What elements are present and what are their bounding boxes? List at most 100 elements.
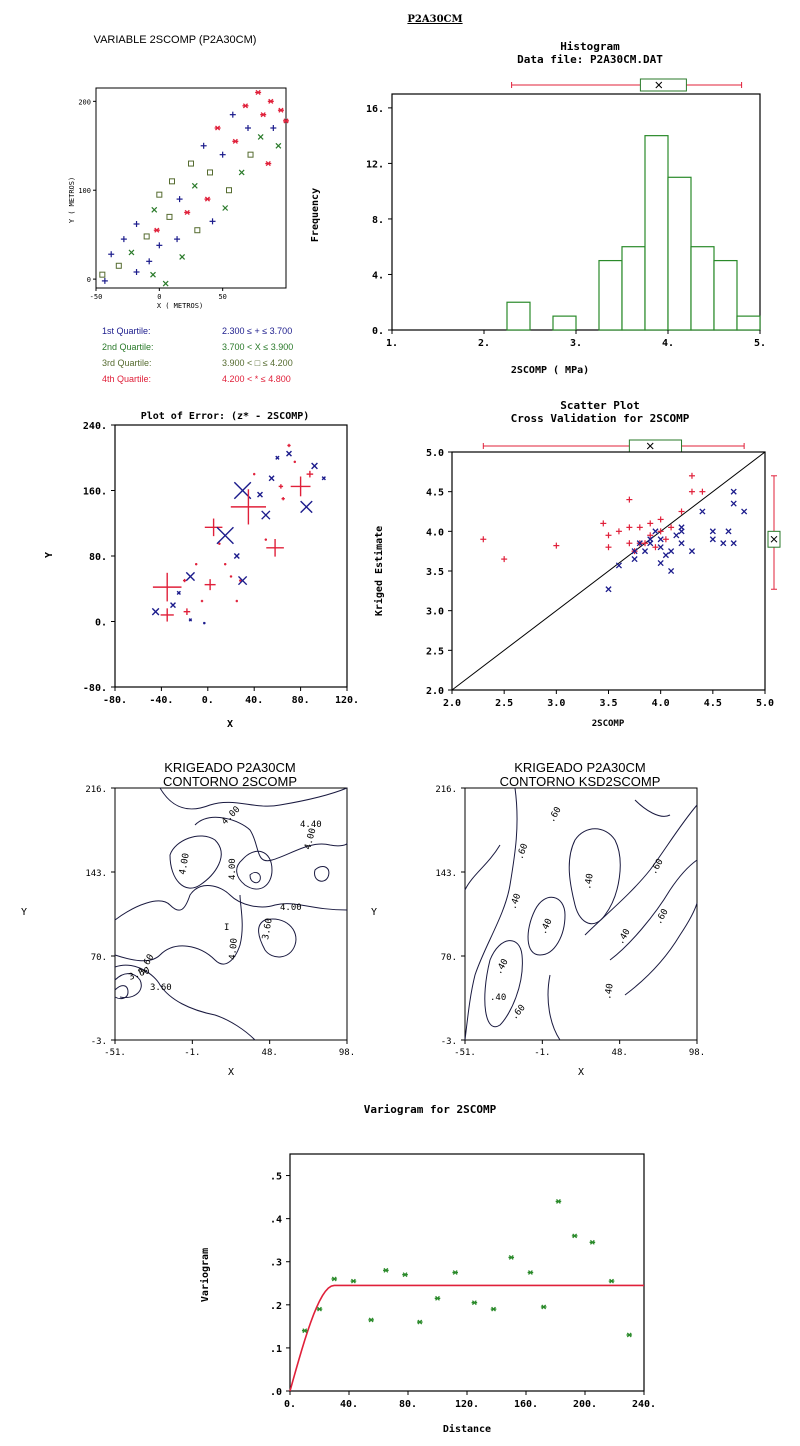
error-point-positive	[290, 476, 311, 497]
contour1-chart: 4.404.004.004.00 4.004.003.604.003.603.60…	[21, 785, 355, 1078]
contour2-label: .40	[616, 927, 633, 946]
histogram-x-tick: 3.	[570, 338, 582, 349]
histogram-y-tick: 8.	[372, 215, 384, 226]
cv-point-underestimate	[657, 536, 664, 543]
location-map-x-tick: -50	[90, 293, 103, 301]
cv-point-overestimate	[600, 520, 607, 527]
variogram-y-tick: .5	[270, 1172, 282, 1183]
location-point-q2	[128, 249, 135, 256]
location-point-q2	[151, 206, 158, 213]
error-point-positive	[152, 572, 182, 602]
location-map-x-tick: 0	[157, 293, 161, 301]
variogram-point	[571, 1233, 578, 1239]
variogram-point	[383, 1267, 389, 1273]
variogram-x-label: Distance	[443, 1423, 491, 1435]
error-plot-y-tick: 240.	[83, 421, 107, 432]
cv-point-underestimate	[725, 528, 732, 535]
location-point-q4	[242, 103, 249, 109]
error-point-positive	[239, 579, 242, 582]
histogram-y-tick: 0.	[372, 326, 384, 337]
variogram-point	[527, 1270, 534, 1275]
error-point-positive	[306, 470, 314, 478]
error-plot-x-tick: 0.	[202, 695, 214, 706]
legend-q2-label: 2nd Quartile:	[102, 342, 154, 352]
cv-point-underestimate	[678, 524, 685, 531]
cv-point-underestimate	[688, 548, 696, 555]
cross-validation-y-tick: 2.0	[426, 686, 444, 697]
contour2-label: .40	[583, 873, 596, 891]
error-point-negative	[151, 607, 160, 616]
error-point-positive	[264, 538, 267, 541]
contour1-label: 3.60	[137, 953, 157, 977]
error-point-positive	[281, 497, 285, 501]
error-plot-x-tick: -40.	[149, 695, 173, 706]
contour2-x-tick: -51.	[454, 1048, 476, 1058]
error-point-negative	[311, 462, 318, 470]
contour1-y-tick: 216.	[85, 785, 107, 795]
error-point-positive	[195, 562, 198, 566]
cv-point-underestimate	[741, 508, 748, 515]
histogram-bar	[713, 259, 738, 331]
location-point-q3	[194, 227, 201, 234]
histogram-boxplot-median	[655, 81, 663, 89]
cross-validation-x-tick: 3.0	[547, 698, 565, 709]
cross-validation-y-tick: 5.0	[426, 448, 444, 459]
cv-point-underestimate	[673, 532, 680, 539]
cv-point-overestimate	[553, 542, 560, 549]
cv-point-overestimate	[699, 488, 706, 495]
variogram-point	[331, 1276, 338, 1282]
variogram-point	[471, 1300, 478, 1306]
error-plot-y-tick: -80.	[83, 683, 107, 694]
cv-boxplot-x	[482, 439, 745, 453]
location-point-q2	[162, 280, 169, 287]
contour2-label: .40	[539, 917, 555, 936]
location-point-q3	[207, 169, 213, 176]
location-point-q3	[169, 178, 175, 185]
cv-point-overestimate	[480, 536, 487, 543]
histogram-bar	[644, 135, 669, 331]
histogram-y-tick: 4.	[372, 270, 384, 281]
contour1-label: 3.60	[150, 983, 172, 993]
variogram-x-tick: 0.	[284, 1399, 296, 1410]
contour1-title: KRIGEADO P2A30CM	[164, 760, 296, 775]
cv-point-underestimate	[709, 536, 716, 543]
contour1-x-tick: -1.	[184, 1048, 200, 1058]
histogram-x-tick: 1.	[386, 338, 398, 349]
error-point-positive	[204, 518, 223, 537]
cv-point-underestimate	[709, 528, 716, 535]
contour1-label: 3.60	[261, 917, 275, 940]
cv-point-overestimate	[642, 540, 649, 547]
variogram-point	[490, 1306, 497, 1312]
contour2-label: .40	[494, 957, 511, 976]
contour1-label: 4.40	[300, 820, 322, 830]
error-point-positive	[278, 484, 284, 489]
location-point-q1	[270, 125, 277, 131]
cv-boxplot-y-median	[770, 535, 778, 543]
cross-validation-y-tick: 3.5	[426, 567, 444, 578]
error-point-negative	[170, 602, 176, 609]
cv-point-underestimate	[657, 544, 664, 551]
error-point-positive	[224, 562, 227, 566]
cross-validation-x-tick: 2.0	[443, 698, 461, 709]
cv-point-overestimate	[652, 544, 659, 551]
cv-point-underestimate	[668, 548, 675, 555]
cv-point-underestimate	[631, 548, 638, 555]
contour1-x-tick: 48.	[262, 1048, 278, 1058]
histogram-x-label: 2SCOMP ( MPa)	[511, 365, 589, 376]
location-point-q1	[229, 111, 236, 118]
location-point-q1	[219, 151, 226, 158]
histogram-x-tick: 2.	[478, 338, 490, 349]
error-point-positive	[229, 575, 233, 578]
location-point-q3	[143, 233, 150, 240]
cv-point-overestimate	[605, 532, 612, 539]
location-point-q2	[257, 133, 264, 140]
contour2-x-label: X	[578, 1067, 584, 1078]
contour1-frame	[114, 787, 348, 1041]
error-point-negative	[300, 500, 313, 514]
error-plot-y-tick: 160.	[83, 487, 107, 498]
location-map-y-tick: 100	[78, 187, 91, 195]
error-point-negative	[275, 455, 280, 460]
location-point-q1	[176, 196, 183, 203]
histogram-bar	[667, 176, 692, 331]
cv-point-overestimate	[688, 472, 695, 479]
